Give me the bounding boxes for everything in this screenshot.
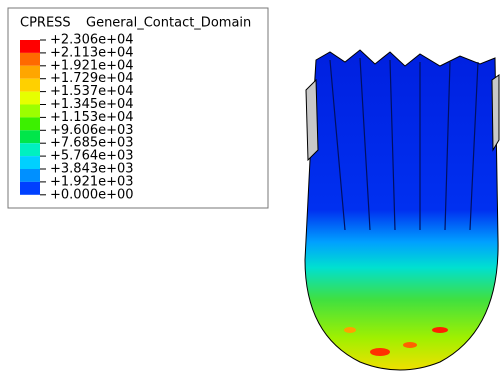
contact-model bbox=[305, 50, 499, 370]
legend-variable: CPRESS bbox=[20, 16, 71, 31]
legend: +2.306e+04+2.113e+04+1.921e+04+1.729e+04… bbox=[20, 33, 134, 203]
legend-label: +0.000e+00 bbox=[50, 187, 134, 202]
pressure-spot bbox=[403, 342, 417, 348]
legend-swatch bbox=[20, 66, 40, 79]
legend-swatch bbox=[20, 182, 40, 195]
legend-domain: General_Contact_Domain bbox=[86, 16, 251, 31]
pressure-spot bbox=[432, 327, 448, 333]
legend-swatch bbox=[20, 92, 40, 105]
deformed-body bbox=[305, 50, 498, 370]
side-surface bbox=[306, 80, 318, 160]
legend-box bbox=[8, 8, 268, 208]
page: CPRESS General_Contact_Domain +2.306e+04… bbox=[0, 0, 500, 374]
pressure-spot bbox=[344, 327, 356, 333]
side-surface bbox=[492, 75, 499, 150]
pressure-spot bbox=[370, 348, 390, 356]
legend-swatch bbox=[20, 79, 40, 92]
legend-swatch bbox=[20, 169, 40, 182]
legend-swatch bbox=[20, 40, 40, 53]
legend-swatch bbox=[20, 143, 40, 156]
screenshot: CPRESS General_Contact_Domain +2.306e+04… bbox=[0, 0, 500, 374]
legend-swatch bbox=[20, 156, 40, 169]
legend-swatch bbox=[20, 53, 40, 66]
legend-swatch bbox=[20, 130, 40, 143]
legend-swatch bbox=[20, 105, 40, 118]
legend-swatch bbox=[20, 117, 40, 130]
